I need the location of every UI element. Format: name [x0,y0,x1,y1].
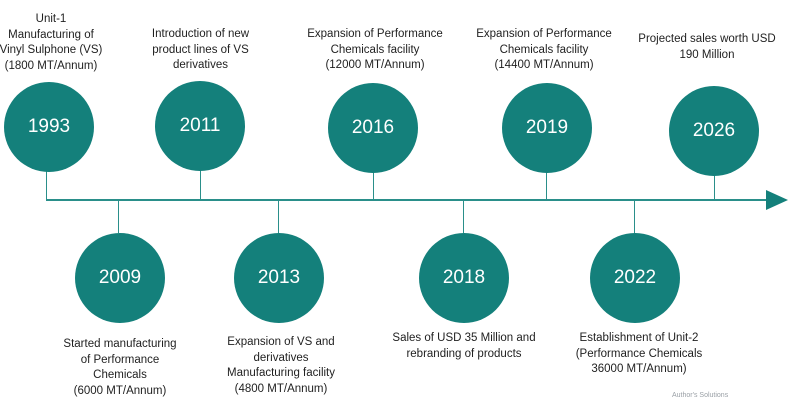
milestone-circle-2013: 2013 [234,233,324,323]
milestone-year-2013: 2013 [257,267,301,288]
milestone-circle-2026: 2026 [669,86,759,176]
milestone-year-2018: 2018 [442,267,486,288]
milestone-circle-2016: 2016 [328,83,418,173]
milestone-circle-2009: 2009 [75,233,165,323]
footer-watermark: Author's Solutions [672,392,729,399]
stem-1993 [46,170,47,200]
milestone-circle-1993: 1993 [4,82,94,172]
milestone-year-2026: 2026 [692,120,736,141]
milestone-year-2011: 2011 [179,115,221,136]
milestone-label-2018: Sales of USD 35 Million and rebranding o… [392,332,536,360]
milestone-year-2016: 2016 [351,117,395,138]
milestone-label-2019: Expansion of Performance Chemicals facil… [476,28,612,71]
timeline-axis [46,199,768,201]
milestone-label-2013: Expansion of VS and derivatives Manufact… [226,336,336,395]
milestone-label-2026: Projected sales worth USD 190 Million [638,33,776,61]
stem-2019 [546,172,547,200]
milestone-year-2009: 2009 [98,267,142,288]
milestone-label-2016: Expansion of Performance Chemicals facil… [307,28,443,71]
milestone-label-1993: Unit-1 Manufacturing of Vinyl Sulphone (… [0,13,103,72]
milestone-circle-2011: 2011 [155,81,245,171]
milestone-label-2022: Establishment of Unit-2 (Performance Che… [575,332,703,375]
stem-2026 [714,174,715,200]
stem-2022 [634,200,635,233]
milestone-circle-2022: 2022 [590,233,680,323]
stem-2018 [463,200,464,233]
timeline-arrowhead [766,190,788,210]
stem-2013 [278,200,279,233]
milestone-label-2009: Started manufacturing of Performance Che… [63,338,177,397]
stem-2011 [200,170,201,200]
milestone-year-2019: 2019 [525,117,569,138]
milestone-year-1993: 1993 [27,116,71,137]
milestone-label-2011: Introduction of new product lines of VS … [151,28,250,71]
milestone-circle-2019: 2019 [502,83,592,173]
stem-2009 [118,200,119,233]
stem-2016 [373,172,374,200]
milestone-year-2022: 2022 [613,267,657,288]
milestone-circle-2018: 2018 [419,233,509,323]
